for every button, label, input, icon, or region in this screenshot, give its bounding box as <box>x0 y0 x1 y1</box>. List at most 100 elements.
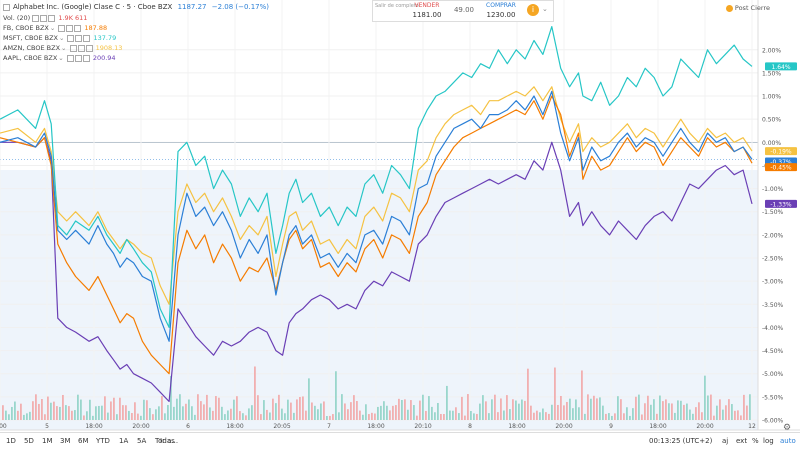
volume-bar <box>41 398 43 420</box>
volume-bar <box>422 394 424 420</box>
volume-bar <box>230 408 232 420</box>
eye-icon[interactable] <box>66 54 74 62</box>
volume-bar <box>164 413 166 420</box>
timeframe-5a[interactable]: 5A <box>137 437 147 445</box>
settings-icon[interactable] <box>77 44 85 52</box>
volume-bar <box>437 403 439 420</box>
sell-label: VENDER <box>414 2 440 9</box>
goto-button[interactable]: Ir a... <box>160 437 179 445</box>
volume-bar <box>323 401 325 420</box>
chevron-down-icon[interactable]: ⌄ <box>49 24 56 32</box>
legend-name: FB, CBOE BZX <box>3 24 49 32</box>
timeframe-6m[interactable]: 6M <box>78 437 89 445</box>
volume-bar <box>458 413 460 420</box>
volume-bar <box>563 405 565 420</box>
volume-bar <box>77 394 79 420</box>
close-icon[interactable] <box>82 54 90 62</box>
volume-bar <box>614 413 616 420</box>
close-icon[interactable] <box>48 14 56 22</box>
post-close-indicator[interactable]: Post Cierre <box>725 4 770 12</box>
settings-icon[interactable] <box>75 34 83 42</box>
volume-bar <box>584 413 586 420</box>
sell-price: 1181.00 <box>412 11 442 19</box>
volume-bar <box>398 398 400 420</box>
eye-icon[interactable] <box>32 14 40 22</box>
y-tick-label: -3.00% <box>762 279 784 286</box>
volume-legend[interactable]: Vol. (20) 1.9K 611 <box>3 13 87 23</box>
buy-button[interactable]: COMPRAR 1230.00 <box>479 1 523 21</box>
chevron-down-icon[interactable]: ⌄ <box>59 34 65 42</box>
volume-bar <box>65 405 67 420</box>
volume-bar <box>254 366 256 420</box>
timeframe-5d[interactable]: 5D <box>24 437 34 445</box>
info-icon[interactable]: i <box>527 4 539 16</box>
volume-bar <box>140 415 142 420</box>
price-chart[interactable]: 2.00%1.50%1.00%0.50%0.00%-0.50%-1.00%-1.… <box>0 0 800 432</box>
eye-icon[interactable] <box>67 34 75 42</box>
scale-option-percent[interactable]: % <box>752 437 759 445</box>
timeframe-1a[interactable]: 1A <box>119 437 129 445</box>
sell-button[interactable]: VENDER 1181.00 <box>405 1 449 21</box>
volume-bar <box>569 398 571 420</box>
timeframe-1d[interactable]: 1D <box>6 437 16 445</box>
volume-bar <box>374 413 376 420</box>
legend-item[interactable]: MSFT, CBOE BZX⌄ 137.79 <box>3 33 116 43</box>
settings-icon[interactable] <box>66 24 74 32</box>
volume-bar <box>365 404 367 420</box>
last-value-text: -0.45% <box>770 165 792 172</box>
scale-option-auto[interactable]: auto <box>780 437 796 445</box>
scale-option-aj[interactable]: aj <box>722 437 729 445</box>
volume-bar <box>596 398 598 420</box>
volume-bar <box>32 401 34 420</box>
volume-bar <box>134 402 136 420</box>
close-icon[interactable] <box>74 24 82 32</box>
gear-icon[interactable]: ⚙ <box>782 423 792 433</box>
close-icon[interactable] <box>83 34 91 42</box>
eye-icon[interactable] <box>69 44 77 52</box>
y-tick-label: -1.00% <box>762 186 784 193</box>
volume-bar <box>317 409 319 420</box>
volume-bar <box>566 401 568 420</box>
volume-bar <box>224 414 226 420</box>
timeframe-ytd[interactable]: YTD <box>96 437 110 445</box>
volume-bar <box>554 367 556 420</box>
legend-item[interactable]: AAPL, CBOE BZX⌄ 200.94 <box>3 53 116 63</box>
volume-bar <box>557 404 559 420</box>
close-icon[interactable] <box>85 44 93 52</box>
eye-icon[interactable] <box>58 24 66 32</box>
chevron-down-icon[interactable]: ⌄ <box>542 5 548 13</box>
volume-bar <box>341 394 343 420</box>
timeframe-3m[interactable]: 3M <box>60 437 71 445</box>
settings-icon[interactable] <box>74 54 82 62</box>
volume-bar <box>167 405 169 420</box>
volume-bar <box>260 414 262 420</box>
settings-icon[interactable] <box>40 14 48 22</box>
y-tick-label: 1.50% <box>762 70 781 77</box>
volume-bar <box>425 410 427 420</box>
volume-bar <box>284 413 286 420</box>
symbol-header[interactable]: Alphabet Inc. (Google) Clase C · 5 · Cbo… <box>3 2 272 12</box>
scale-option-ext[interactable]: ext <box>736 437 748 445</box>
volume-bar <box>608 413 610 420</box>
volume-bar <box>83 415 85 420</box>
volume-bar <box>389 410 391 420</box>
volume-bar <box>680 400 682 420</box>
volume-bar <box>335 371 337 420</box>
volume-bar <box>434 412 436 420</box>
series-line-msft <box>0 26 753 328</box>
legend-item[interactable]: FB, CBOE BZX⌄ 187.88 <box>3 23 107 33</box>
timeframe-todas[interactable]: Todas <box>155 437 175 445</box>
y-axis[interactable]: 2.00%1.50%1.00%0.50%0.00%-0.50%-1.00%-1.… <box>762 47 784 424</box>
volume-bar <box>107 412 109 420</box>
x-axis[interactable]: 0:00 5 18:00 20:00 6 18:00 20:05 7 18:00 20:10 8 18… <box>0 423 756 430</box>
volume-bar <box>311 402 313 420</box>
last-value-tag <box>765 163 797 172</box>
volume-bar <box>8 414 10 420</box>
legend-item[interactable]: AMZN, CBOE BZX⌄ 1908.13 <box>3 43 122 53</box>
scale-option-log[interactable]: log <box>763 437 774 445</box>
collapse-icon[interactable] <box>3 3 10 11</box>
chevron-down-icon[interactable]: ⌄ <box>58 54 64 62</box>
volume-bar <box>53 401 55 420</box>
chevron-down-icon[interactable]: ⌄ <box>61 44 67 52</box>
timeframe-1m[interactable]: 1M <box>42 437 53 445</box>
